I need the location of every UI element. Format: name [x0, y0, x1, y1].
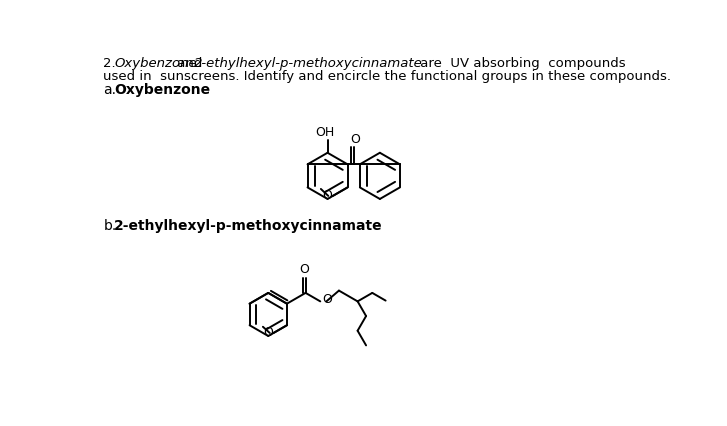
Text: OH: OH	[315, 126, 334, 139]
Text: Oxybenzone: Oxybenzone	[114, 83, 210, 98]
Text: and: and	[173, 57, 206, 70]
Text: a.: a.	[103, 83, 116, 98]
Text: O: O	[322, 190, 332, 202]
Text: O: O	[350, 133, 360, 146]
Text: O: O	[263, 326, 273, 340]
Text: 2.: 2.	[103, 57, 116, 70]
Text: Oxybenzone: Oxybenzone	[114, 57, 197, 70]
Text: O: O	[322, 294, 332, 306]
Text: O: O	[299, 263, 309, 276]
Text: used in  sunscreens. Identify and encircle the functional groups in these compou: used in sunscreens. Identify and encircl…	[103, 69, 672, 83]
Text: b.: b.	[103, 219, 117, 233]
Text: 2-ethylhexyl-p-methoxycinnamate: 2-ethylhexyl-p-methoxycinnamate	[114, 219, 383, 233]
Text: are  UV absorbing  compounds: are UV absorbing compounds	[416, 57, 626, 70]
Text: 2-ethylhexyl-p-methoxycinnamate: 2-ethylhexyl-p-methoxycinnamate	[193, 57, 422, 70]
